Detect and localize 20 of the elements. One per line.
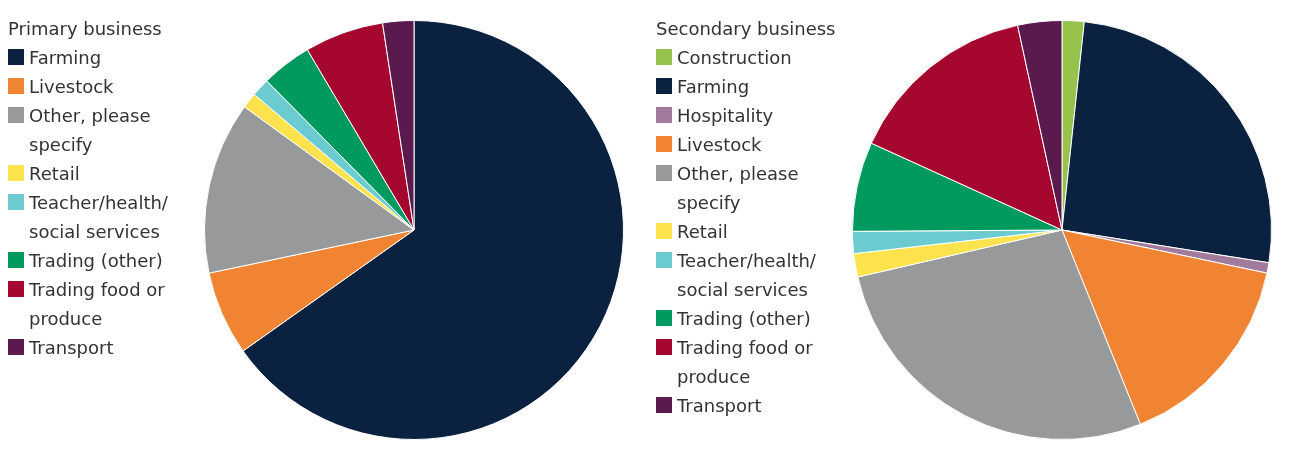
legend-label: Livestock (677, 133, 763, 157)
legend-label: Other, please specify (677, 162, 800, 215)
legend-label: Trading (other) (29, 249, 164, 273)
legend-label: Trading (other) (677, 307, 812, 331)
legend-title: Secondary business (656, 17, 837, 41)
legend-label: Trading food or produce (677, 336, 814, 389)
legend-label: Transport (29, 336, 115, 360)
legend-label: Teacher/health/ social services (677, 249, 817, 302)
legend-label: Retail (29, 162, 81, 186)
legend-label: Farming (677, 75, 751, 99)
legend-label: Retail (677, 220, 729, 244)
legend-label: Other, please specify (29, 104, 152, 157)
legend-label: Construction (677, 46, 793, 70)
legend-label: Livestock (29, 75, 115, 99)
legend-title: Primary business (8, 17, 163, 41)
legend-label: Hospitality (677, 104, 775, 128)
legend-label: Transport (677, 394, 763, 418)
legend-label: Farming (29, 46, 103, 70)
legend-label: Teacher/health/ social services (29, 191, 169, 244)
legend-label: Trading food or produce (29, 278, 166, 331)
